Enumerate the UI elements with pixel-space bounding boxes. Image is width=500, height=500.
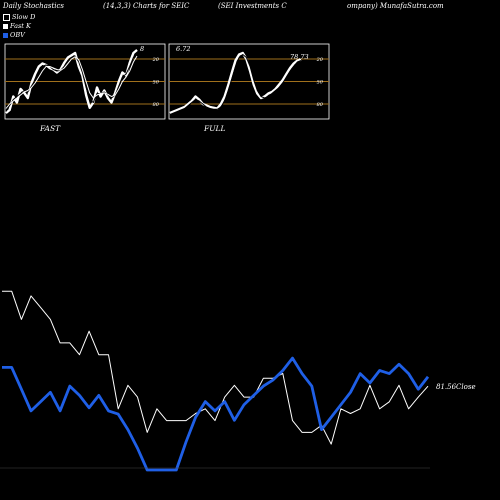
fast-tick-label: 20 [152,57,160,63]
chart-params: (14,3,3) Charts for SEIC [103,2,190,10]
fast-tick-label: 50 [153,80,160,86]
full-value-label: 6.72 [176,45,190,53]
fast-panel-label: FAST [39,124,61,133]
company-name: (SEI Investments C [218,2,287,10]
full-series-1 [169,52,302,114]
full-tick-label: 50 [317,80,324,86]
full-panel-label: FULL [203,124,226,133]
fast-series-1 [5,49,138,114]
legend-swatch-fast-k [3,23,8,29]
close-value-label: 81.56Close [436,383,476,391]
legend-fast-k: Fast K [3,22,31,30]
full-value-label-2: 78.73 [290,53,309,61]
legend-swatch-obv [3,32,8,38]
full-series-2 [169,54,302,115]
full-tick-label: 80 [317,102,324,108]
fast-tick-label: 80 [153,102,160,108]
legend-swatch-slow-d [3,13,10,21]
fast-series-3 [5,55,138,109]
legend-obv: OBV [3,31,25,39]
fast-value-label: 8 [140,45,144,53]
chart-title: Daily Stochastics [3,2,65,10]
price-line [2,290,429,445]
obv-line [2,356,430,472]
full-tick-label: 20 [316,57,324,63]
legend-slow-d: Slow D [3,13,35,21]
site-label: ompany) MunafaSutra.com [347,2,444,10]
